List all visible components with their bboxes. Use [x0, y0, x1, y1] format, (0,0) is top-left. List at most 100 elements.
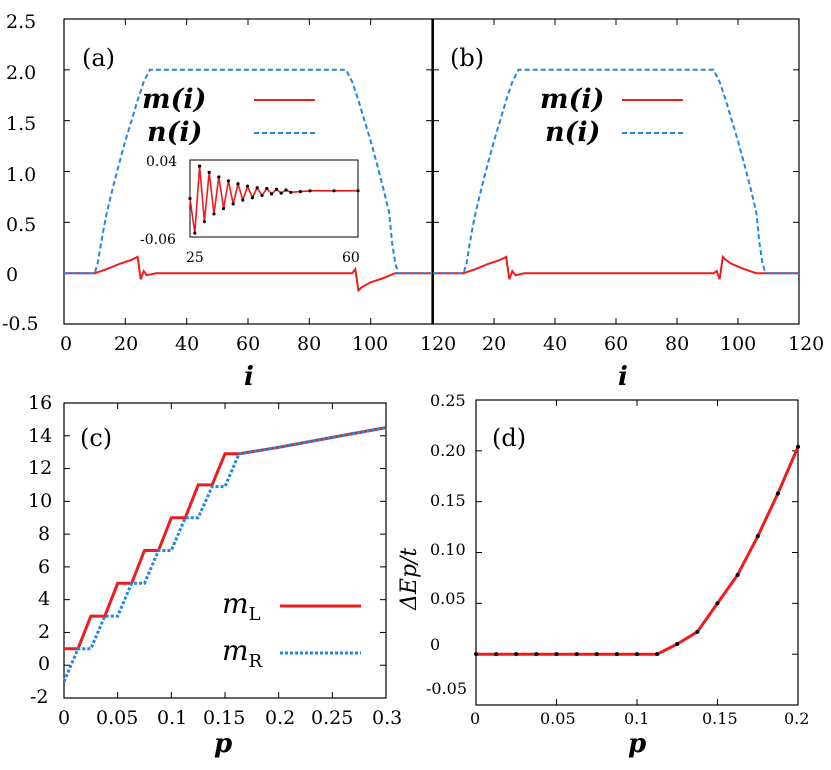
- panel-d-line: [476, 446, 800, 656]
- panel-c-ytick: -2: [30, 686, 49, 708]
- panel-c-tick-marks: [63, 402, 387, 699]
- panel-b-label: (b): [450, 44, 484, 72]
- panel-d-xtick: 0.15: [702, 709, 738, 728]
- inset-data-point: [284, 188, 288, 192]
- inset-data-point: [308, 189, 312, 193]
- inset-data-point: [231, 202, 235, 206]
- panel-c-xlabel: p: [214, 729, 232, 759]
- panel-c-ytick: 6: [38, 556, 50, 578]
- panel-c-xtick: 0.1: [157, 707, 187, 729]
- panel-d-xlabel: p: [628, 729, 646, 759]
- panel-a-xtick: 0: [60, 333, 72, 355]
- inset-xtick: 60: [342, 250, 360, 266]
- panel-d-ytick: 0.10: [430, 540, 466, 559]
- inset-xtick: 25: [186, 250, 204, 266]
- panel-b-legend-n: n(i): [545, 117, 600, 148]
- panel-d-data-point: [655, 652, 660, 657]
- panel-b-xtick: 60: [604, 333, 628, 355]
- panel-c-xtick: 0: [58, 707, 70, 729]
- panel-a: 2.5 2.0 1.5 1.0 0.5 0 -0.5 0 20 40 60 80…: [2, 11, 456, 392]
- panel-d-ytick: 0.15: [430, 491, 466, 510]
- inset-data-point: [250, 196, 254, 200]
- panel-d-data-point: [715, 601, 720, 606]
- inset-data-point: [260, 193, 264, 198]
- inset-data-point: [274, 187, 278, 191]
- panel-c-xtick: 0.25: [311, 707, 353, 729]
- inset-data-point: [289, 190, 293, 194]
- panel-c-mL-line: [64, 426, 387, 651]
- panel-b-xtick: 80: [665, 333, 689, 355]
- panel-d-data-point: [735, 572, 740, 577]
- panel-a-xtick: 60: [236, 333, 260, 355]
- inset-data-point: [332, 189, 336, 193]
- panel-b-frame: [432, 18, 800, 325]
- panel-a-xtick: 40: [175, 333, 199, 355]
- panel-d-xtick: 0.2: [784, 709, 809, 728]
- inset-data-point: [255, 186, 259, 190]
- panel-b-xtick: 120: [788, 333, 824, 355]
- panel-c-ytick: 2: [38, 621, 50, 643]
- panel-b-xlabel: i: [618, 362, 628, 392]
- panel-a-xtick: 120: [420, 333, 456, 355]
- panel-d-data-point: [695, 629, 700, 634]
- panel-d: 0.25 0.20 0.15 0.10 0.05 0 -0.05 0 0.05 …: [397, 391, 809, 759]
- inset-data-point: [212, 212, 216, 216]
- panel-d-data-point: [614, 652, 619, 657]
- panel-b-n-line: [433, 68, 799, 275]
- panel-b-tick-marks: [432, 18, 800, 325]
- panel-b-xtick: 40: [543, 333, 567, 355]
- panel-a-ytick: 2.5: [6, 11, 36, 33]
- panel-b-xtick: 100: [720, 333, 756, 355]
- panel-d-ytick: 0.20: [430, 441, 466, 460]
- inset-data-point: [188, 196, 192, 201]
- panel-d-xtick: 0.05: [540, 709, 576, 728]
- panel-c-xtick: 0.05: [96, 707, 138, 729]
- panel-c-ytick: 0: [38, 653, 50, 675]
- panel-a-legend-m: m(i): [142, 84, 206, 115]
- panel-b-legend-m: m(i): [540, 84, 604, 115]
- panel-d-xtick: 0.1: [624, 709, 649, 728]
- inset-data-point: [246, 184, 250, 188]
- panel-a-ytick: 2.0: [6, 62, 36, 84]
- panel-a-ytick: -0.5: [2, 313, 39, 335]
- panel-a-inset: 0.04 -0.06 25 60: [140, 154, 360, 266]
- panel-a-m-line: [64, 255, 432, 293]
- inset-ytick: -0.06: [140, 232, 176, 248]
- inset-data-point: [298, 189, 302, 194]
- panel-d-xtick: 0: [470, 709, 480, 728]
- inset-data-point: [202, 220, 206, 224]
- panel-a-ytick: 1.5: [6, 113, 36, 135]
- panel-a-xtick: 20: [114, 333, 138, 355]
- panel-d-data-point: [554, 652, 559, 657]
- inset-data-point: [193, 231, 197, 235]
- panel-c-ytick: 14: [28, 425, 52, 447]
- inset-data-point: [356, 189, 360, 193]
- inset-data-point: [265, 186, 269, 191]
- panel-a-legend-n: n(i): [147, 117, 202, 148]
- panel-c-label: (c): [80, 424, 112, 452]
- inset-data-point: [198, 164, 202, 168]
- inset-data-point: [236, 182, 240, 186]
- panel-c-ytick: 4: [38, 588, 50, 610]
- panel-a-xlabel: i: [244, 362, 254, 392]
- panel-a-xtick: 100: [352, 333, 388, 355]
- panel-d-data-point: [635, 652, 639, 657]
- panel-b-xtick: 20: [482, 333, 506, 355]
- panel-c-ytick: 16: [28, 392, 52, 414]
- panel-c-legend-mR: mR: [222, 634, 263, 672]
- panel-d-data-point: [514, 652, 519, 657]
- inset-data-point: [226, 179, 230, 183]
- inset-points: [188, 164, 360, 235]
- panel-c-xtick: 0.3: [372, 707, 402, 729]
- panel-b-m-line: [433, 254, 799, 280]
- panel-c-xtick: 0.15: [203, 707, 245, 729]
- inset-data-point: [279, 191, 283, 195]
- inset-data-point: [207, 170, 211, 174]
- panel-a-ytick: 1.0: [6, 164, 36, 186]
- panel-d-ytick: 0.25: [430, 391, 466, 410]
- panel-c-xtick: 0.2: [265, 707, 295, 729]
- panel-a-label: (a): [82, 44, 115, 72]
- panel-c-ytick: 12: [28, 457, 52, 479]
- panel-d-ytick: 0.05: [430, 589, 466, 608]
- panel-d-data-point: [574, 652, 579, 657]
